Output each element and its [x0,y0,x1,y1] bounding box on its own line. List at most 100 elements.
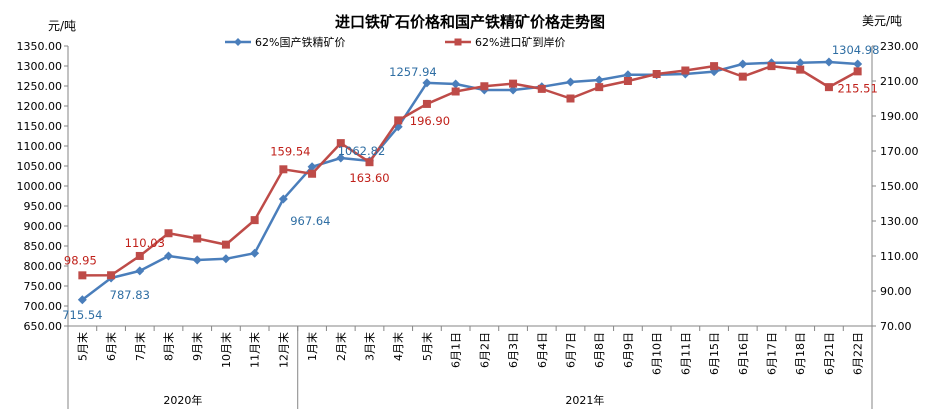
axes: 650.00 700.00 750.00 800.00 850.00 900.00 950.… [17,40,919,409]
data-point-square [279,165,288,174]
data-point-square [738,72,747,81]
data-label: 98.95 [64,253,97,267]
legend-label: 62%国产铁精矿价 [255,35,345,49]
data-point-square [480,82,489,91]
legend-marker-diamond [234,38,242,46]
x-category-label: 6月21日 [823,332,836,375]
data-point-square [250,216,259,225]
data-point-diamond [795,58,805,68]
legend-label: 62%进口矿到岸价 [475,36,565,49]
data-point-square [767,62,776,71]
data-label: 163.60 [349,171,389,185]
left-tick-label: 1250.00 [17,80,63,93]
left-tick-label: 750.00 [24,280,63,293]
x-category-label: 6月16日 [737,332,750,375]
data-point-diamond [824,57,834,67]
x-category-label: 6月10日 [651,332,664,375]
data-point-diamond [307,162,317,172]
x-category-label: 6月8日 [593,332,606,368]
data-point-diamond [250,248,260,258]
data-point-square [336,139,345,148]
right-tick-label: 130.00 [880,215,919,228]
data-point-diamond [853,59,863,69]
x-category-label: 6月15日 [708,332,721,375]
data-point-square [193,234,202,243]
right-tick-label: 190.00 [880,110,919,123]
x-category-label: 6月7日 [565,332,578,368]
data-point-square [107,271,116,280]
left-tick-label: 850.00 [24,240,63,253]
data-label: 787.83 [110,288,150,302]
right-tick-label: 90.00 [880,285,912,298]
chart-title: 进口铁矿石价格和国产铁精矿价格走势图 [335,13,605,31]
left-axis-unit: 元/吨 [48,19,76,33]
data-point-diamond [451,79,461,89]
data-point-square [164,229,173,238]
data-point-diamond [221,254,231,264]
data-point-diamond [192,255,202,265]
data-label: 1304.98 [832,43,880,57]
data-point-diamond [738,59,748,69]
data-point-square [537,84,546,93]
x-category-label: 3月末 [363,332,377,361]
data-point-diamond [594,75,604,85]
x-category-label: 8月末 [162,332,176,361]
x-category-label: 6月2日 [478,332,491,368]
left-tick-label: 1100.00 [17,140,63,153]
left-tick-label: 900.00 [24,220,63,233]
data-point-square [623,77,632,85]
data-point-square [595,83,604,92]
left-tick-label: 1200.00 [17,100,63,113]
data-point-diamond [135,266,145,276]
x-category-label: 10月末 [219,332,233,368]
data-point-square [853,67,862,76]
x-category-label: 6月9日 [622,332,635,368]
legend-marker-square [454,38,462,46]
right-tick-label: 210.00 [880,75,919,88]
data-point-square [796,65,805,74]
left-tick-label: 1150.00 [17,120,63,133]
right-tick-label: 150.00 [880,180,919,193]
data-point-diamond [164,251,173,261]
x-category-label: 7月末 [133,332,147,361]
data-point-square [422,99,431,108]
right-tick-label: 230.00 [880,40,919,53]
series-line-0 [81,60,858,301]
x-category-label: 5月末 [75,332,89,361]
x-category-label: 6月11日 [679,332,692,375]
x-category-label: 6月17日 [766,332,779,375]
data-point-square [135,251,144,260]
x-category-label: 11月末 [248,332,262,368]
data-label: 1257.94 [389,65,437,79]
data-point-square [681,66,690,75]
data-point-square [509,79,518,88]
left-tick-label: 1300.00 [17,60,63,73]
data-point-diamond [422,78,432,88]
left-tick-label: 1350.00 [17,40,63,53]
x-category-label: 6月3日 [507,332,520,368]
data-point-square [394,116,403,125]
data-point-square [221,240,230,249]
data-point-square [451,87,460,96]
data-point-square [308,169,317,178]
right-tick-label: 170.00 [880,145,919,158]
x-category-label: 4月末 [391,332,405,361]
left-tick-label: 700.00 [24,300,63,313]
series-line-1 [82,64,859,277]
x-category-label: 6月末 [104,332,118,361]
x-category-label: 9月末 [190,332,204,361]
data-point-diamond [77,295,87,305]
data-label: 110.03 [125,236,165,250]
x-category-label: 6月4日 [536,332,549,368]
data-point-square [566,94,575,103]
data-point-square [710,62,719,71]
data-label: 715.54 [62,308,102,322]
left-tick-label: 1000.00 [17,180,63,193]
x-group-label: 2021年 [565,393,604,407]
right-axis-unit: 美元/吨 [862,14,902,28]
left-tick-label: 650.00 [24,320,63,333]
data-point-diamond [566,77,575,87]
x-category-label: 5月末 [420,332,434,361]
data-point-square [365,158,374,167]
